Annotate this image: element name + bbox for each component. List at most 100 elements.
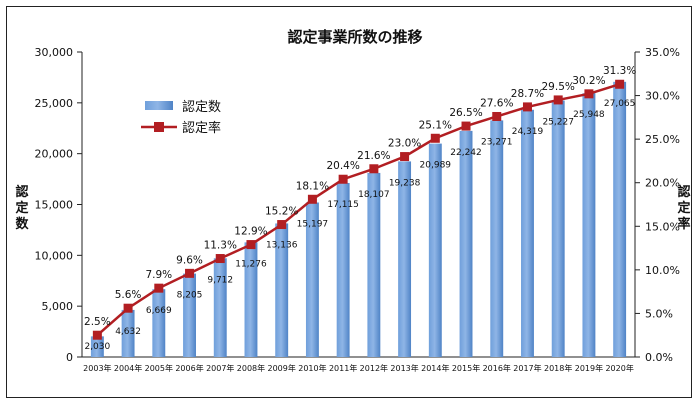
chart-title: 認定事業所数の推移 [287,28,422,46]
x-tick-label: 2014年 [421,363,449,373]
left-tick-label: 5,000 [42,300,74,313]
rate-value-label: 18.1% [296,180,329,192]
bar-value-label: 17,115 [327,200,359,210]
rate-value-label: 23.0% [388,138,421,150]
x-tick-label: 2019年 [575,363,603,373]
legend-marker-swatch [154,122,164,132]
bar [582,93,596,357]
rate-point [615,79,625,89]
right-tick-label: 30.0% [645,90,680,103]
rate-value-label: 29.5% [542,81,575,93]
left-axis-title: 認定数 [14,184,29,232]
bar [428,143,442,357]
x-tick-label: 2003年 [83,363,111,373]
bar-value-label: 8,205 [177,291,203,301]
bar [275,223,289,357]
rate-point [522,102,532,112]
rate-point [307,194,317,204]
rate-value-label: 15.2% [265,206,298,218]
bar [521,109,534,357]
rate-value-label: 20.4% [326,160,359,172]
bar-value-label: 15,197 [297,219,329,229]
bar [152,289,166,357]
bar [613,81,627,357]
right-axis-ticks: 0.0% 5.0% 10.0% 15.0% 20.0% 25.0% 30.0% 35.0% [635,46,680,364]
rate-point [185,268,195,278]
bar-value-label: 19,238 [389,178,421,188]
right-tick-label: 5.0% [645,307,673,320]
x-tick-label: 2015年 [452,363,480,373]
rate-value-label: 30.2% [572,75,605,87]
bar-value-label: 6,669 [146,306,172,316]
rate-value-label: 2.5% [84,316,111,328]
right-tick-label: 10.0% [645,264,680,277]
legend-bar-swatch [145,101,173,110]
rate-value-label: 31.3% [603,65,636,77]
left-tick-label: 10,000 [35,249,74,262]
left-tick-label: 0 [66,351,73,364]
rate-point [400,152,410,162]
rate-point [461,121,471,131]
bar [213,258,227,357]
rate-value-label: 27.6% [480,97,513,109]
bar [367,172,381,357]
rate-value-label: 9.6% [176,254,203,266]
right-axis-title: 認定率 [676,184,690,232]
x-tick-label: 2004年 [114,363,142,373]
bar [90,336,104,357]
bar [551,100,565,357]
bar-value-label: 2,030 [84,342,110,352]
bar-value-label: 4,632 [115,327,141,337]
rate-value-label: 25.1% [419,119,452,131]
rate-point [123,303,133,313]
rate-point [584,89,594,99]
right-tick-label: 20.0% [645,177,680,190]
bar-value-label: 18,107 [358,190,390,200]
legend: 認定数 認定率 [141,99,221,136]
bar-value-label: 20,989 [420,161,452,171]
bar [336,182,350,357]
bar [183,273,196,357]
bar-value-label: 24,319 [512,127,544,137]
axis-title-text: 認定率 [676,184,690,232]
right-tick-label: 35.0% [645,46,680,59]
left-tick-label: 15,000 [35,199,74,212]
legend-entry-line: 認定率 [182,120,221,136]
rate-point [369,164,379,174]
right-tick-label: 0.0% [645,351,673,364]
bar [459,130,473,357]
x-tick-label: 2008年 [237,363,265,373]
axis-title-text: 認定数 [14,184,29,232]
left-tick-label: 30,000 [35,46,74,59]
bar-value-label: 27,065 [604,99,636,109]
bar-value-label: 9,712 [207,275,233,285]
bar-value-label: 25,227 [542,118,574,128]
rate-point [553,95,563,105]
rate-line-series [92,79,625,340]
bar [490,120,504,357]
right-tick-label: 25.0% [645,133,680,146]
rate-value-label: 11.3% [204,240,237,252]
rate-value-label: 5.6% [115,289,142,301]
bar-value-label: 13,136 [266,240,298,250]
rate-point [215,254,225,264]
x-tick-label: 2005年 [145,363,173,373]
x-tick-label: 2018年 [544,363,572,373]
legend-entry-bars: 認定数 [182,99,221,115]
rate-value-label: 12.9% [234,226,267,238]
bar-value-label: 23,271 [481,137,513,147]
rate-point [277,220,287,230]
bar-value-label: 11,276 [235,259,267,269]
rate-line [96,83,621,337]
bar [398,161,412,357]
bar-series [90,81,627,357]
x-tick-label: 2020年 [605,363,633,373]
rate-value-label: 21.6% [357,150,390,162]
x-tick-label: 2010年 [298,363,326,373]
rate-point [492,111,502,121]
x-axis-ticks: 2003年 2004年 2005年 2006年 2007年 2008年 2009年 2010年… [83,363,634,373]
bar-value-label: 25,948 [573,110,605,120]
rate-value-label: 28.7% [511,88,544,100]
bar [305,202,319,357]
